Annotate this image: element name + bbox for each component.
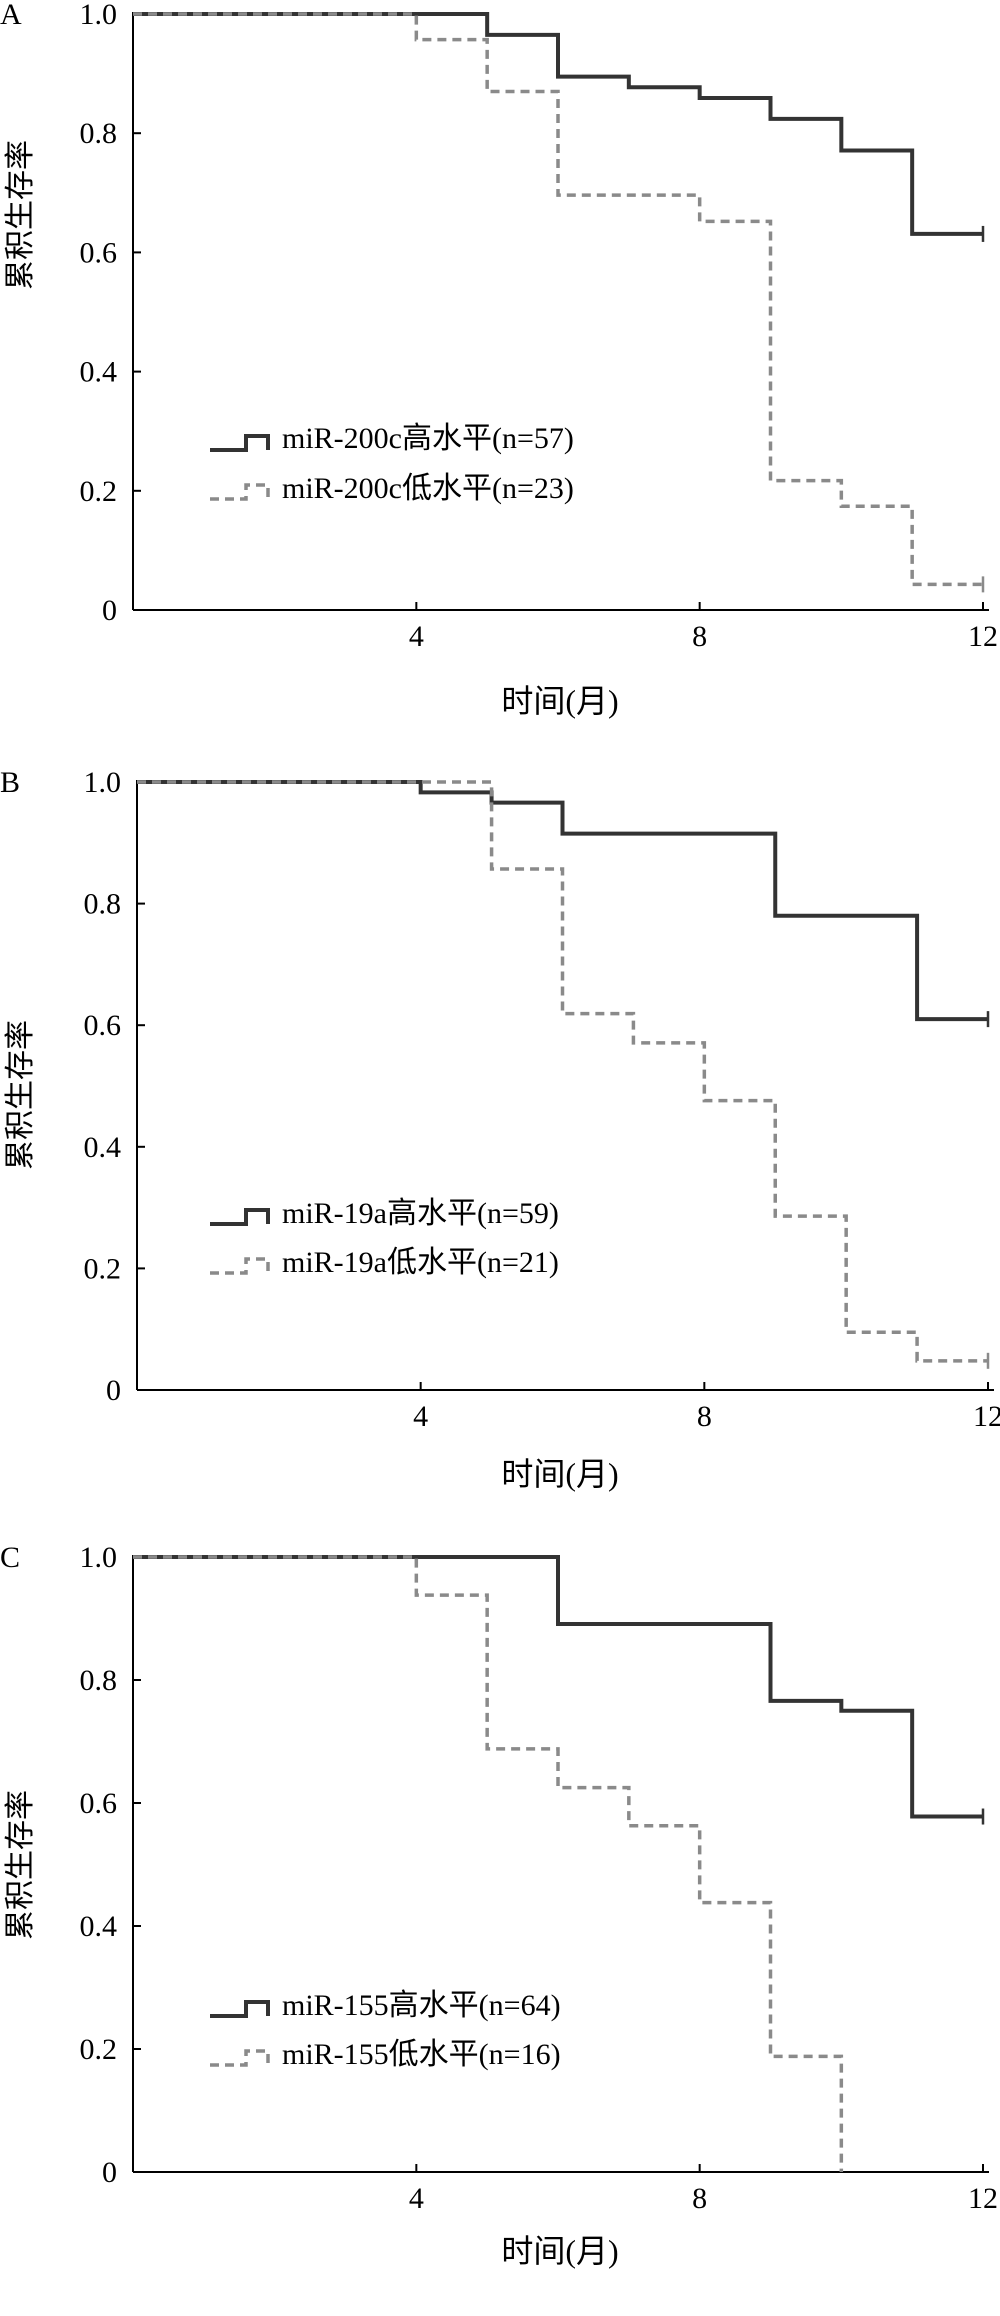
legend-swatch-solid bbox=[210, 1208, 270, 1226]
y-tick-label: 0.6 bbox=[84, 1009, 122, 1042]
y-tick-label: 0.4 bbox=[80, 1910, 118, 1943]
panel-a: A 累积生存率 时间(月) 0 0.2 0.4 0.6 0.8 1.0 4 8 12 miR-2… bbox=[0, 0, 998, 719]
series-high-curve bbox=[133, 1555, 983, 1819]
x-axis-label: 时间(月) bbox=[501, 1456, 618, 1492]
legend-swatch-dashed bbox=[210, 1257, 270, 1275]
legend-swatch-dashed bbox=[210, 483, 270, 501]
series-low-curve bbox=[133, 1555, 844, 2172]
series-layer bbox=[137, 780, 990, 1369]
y-axis-label: 累积生存率 bbox=[4, 1790, 37, 1940]
y-tick-label: 0.8 bbox=[84, 888, 122, 921]
y-tick-label: 0.8 bbox=[80, 1664, 118, 1697]
y-tick-label: 0.6 bbox=[80, 236, 118, 269]
series-low-curve bbox=[133, 12, 983, 587]
panel-letter: A bbox=[0, 0, 22, 31]
y-tick-label: 1.0 bbox=[84, 766, 122, 799]
legend-entry-high: miR-200c高水平(n=57) bbox=[282, 422, 574, 455]
x-tick-label: 4 bbox=[409, 2182, 424, 2215]
legend-entry-low: miR-155低水平(n=16) bbox=[282, 2038, 561, 2071]
y-tick-label: 0.6 bbox=[80, 1787, 118, 1820]
y-tick-label: 0.2 bbox=[80, 2033, 118, 2066]
legend-entry-low: miR-19a低水平(n=21) bbox=[282, 1246, 559, 1279]
axes: 0 0.2 0.4 0.6 0.8 1.0 4 8 12 bbox=[84, 766, 1000, 1433]
x-tick-label: 12 bbox=[973, 1400, 1000, 1433]
x-tick-label: 12 bbox=[968, 2182, 998, 2215]
y-tick-label: 0.4 bbox=[80, 356, 118, 389]
y-axis-label: 累积生存率 bbox=[4, 140, 37, 290]
legend-entry-high: miR-155高水平(n=64) bbox=[282, 1989, 561, 2022]
y-tick-label: 0.8 bbox=[80, 117, 118, 150]
y-tick-label: 1.0 bbox=[80, 0, 118, 31]
x-tick-label: 4 bbox=[413, 1400, 428, 1433]
y-tick-label: 0 bbox=[102, 2156, 117, 2189]
series-low-curve bbox=[137, 780, 988, 1363]
y-tick-label: 0.2 bbox=[84, 1252, 122, 1285]
x-axis-label: 时间(月) bbox=[501, 2233, 618, 2269]
legend: miR-155高水平(n=64) miR-155低水平(n=16) bbox=[210, 1989, 561, 2071]
legend-entry-low: miR-200c低水平(n=23) bbox=[282, 472, 574, 505]
x-axis-label: 时间(月) bbox=[501, 683, 618, 719]
axes: 0 0.2 0.4 0.6 0.8 1.0 4 8 12 bbox=[80, 1541, 999, 2215]
legend-swatch-dashed bbox=[210, 2049, 270, 2067]
x-tick-label: 8 bbox=[692, 2182, 707, 2215]
x-tick-label: 8 bbox=[697, 1400, 712, 1433]
y-tick-label: 0.2 bbox=[80, 475, 118, 508]
axes: 0 0.2 0.4 0.6 0.8 1.0 4 8 12 bbox=[80, 0, 999, 653]
legend-swatch-solid bbox=[210, 2000, 270, 2018]
legend-entry-high: miR-19a高水平(n=59) bbox=[282, 1197, 559, 1230]
panel-b: B 累积生存率 时间(月) 0 0.2 0.4 0.6 0.8 1.0 4 8 12 miR-1… bbox=[0, 766, 1000, 1492]
y-tick-label: 0 bbox=[106, 1374, 121, 1407]
series-layer bbox=[133, 1555, 985, 2172]
y-axis-label: 累积生存率 bbox=[4, 1020, 37, 1170]
series-layer bbox=[133, 12, 985, 593]
series-high-curve bbox=[133, 12, 983, 236]
panel-letter: C bbox=[0, 1541, 20, 1574]
legend-swatch-solid bbox=[210, 434, 270, 452]
legend: miR-19a高水平(n=59) miR-19a低水平(n=21) bbox=[210, 1197, 559, 1279]
panel-letter: B bbox=[0, 766, 20, 799]
y-tick-label: 0.4 bbox=[84, 1131, 122, 1164]
x-tick-label: 12 bbox=[968, 620, 998, 653]
legend: miR-200c高水平(n=57) miR-200c低水平(n=23) bbox=[210, 422, 574, 505]
y-tick-label: 0 bbox=[102, 594, 117, 627]
y-tick-label: 1.0 bbox=[80, 1541, 118, 1574]
panel-c: C 累积生存率 时间(月) 0 0.2 0.4 0.6 0.8 1.0 4 8 12 miR-1… bbox=[0, 1541, 998, 2269]
x-tick-label: 8 bbox=[692, 620, 707, 653]
x-tick-label: 4 bbox=[409, 620, 424, 653]
series-high-curve bbox=[137, 780, 988, 1022]
